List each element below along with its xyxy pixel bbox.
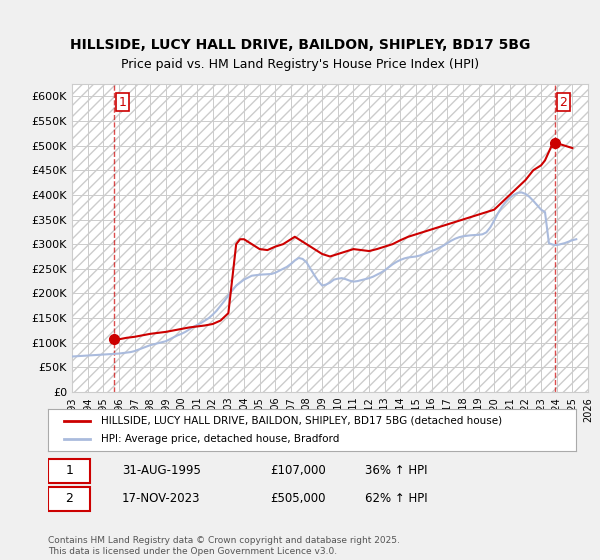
Text: 31-AUG-1995: 31-AUG-1995: [122, 464, 201, 478]
Text: 2: 2: [560, 96, 568, 109]
Text: 17-NOV-2023: 17-NOV-2023: [122, 492, 200, 506]
Text: 1: 1: [65, 464, 73, 478]
Text: HILLSIDE, LUCY HALL DRIVE, BAILDON, SHIPLEY, BD17 5BG: HILLSIDE, LUCY HALL DRIVE, BAILDON, SHIP…: [70, 38, 530, 52]
Text: Price paid vs. HM Land Registry's House Price Index (HPI): Price paid vs. HM Land Registry's House …: [121, 58, 479, 71]
Text: HILLSIDE, LUCY HALL DRIVE, BAILDON, SHIPLEY, BD17 5BG (detached house): HILLSIDE, LUCY HALL DRIVE, BAILDON, SHIP…: [101, 416, 502, 426]
Text: £107,000: £107,000: [270, 464, 326, 478]
Text: 62% ↑ HPI: 62% ↑ HPI: [365, 492, 427, 506]
FancyBboxPatch shape: [48, 487, 90, 511]
Text: 36% ↑ HPI: 36% ↑ HPI: [365, 464, 427, 478]
Text: 1: 1: [118, 96, 126, 109]
Text: £505,000: £505,000: [270, 492, 325, 506]
FancyBboxPatch shape: [48, 459, 90, 483]
Text: Contains HM Land Registry data © Crown copyright and database right 2025.
This d: Contains HM Land Registry data © Crown c…: [48, 536, 400, 556]
Text: 2: 2: [65, 492, 73, 506]
Text: HPI: Average price, detached house, Bradford: HPI: Average price, detached house, Brad…: [101, 434, 339, 444]
